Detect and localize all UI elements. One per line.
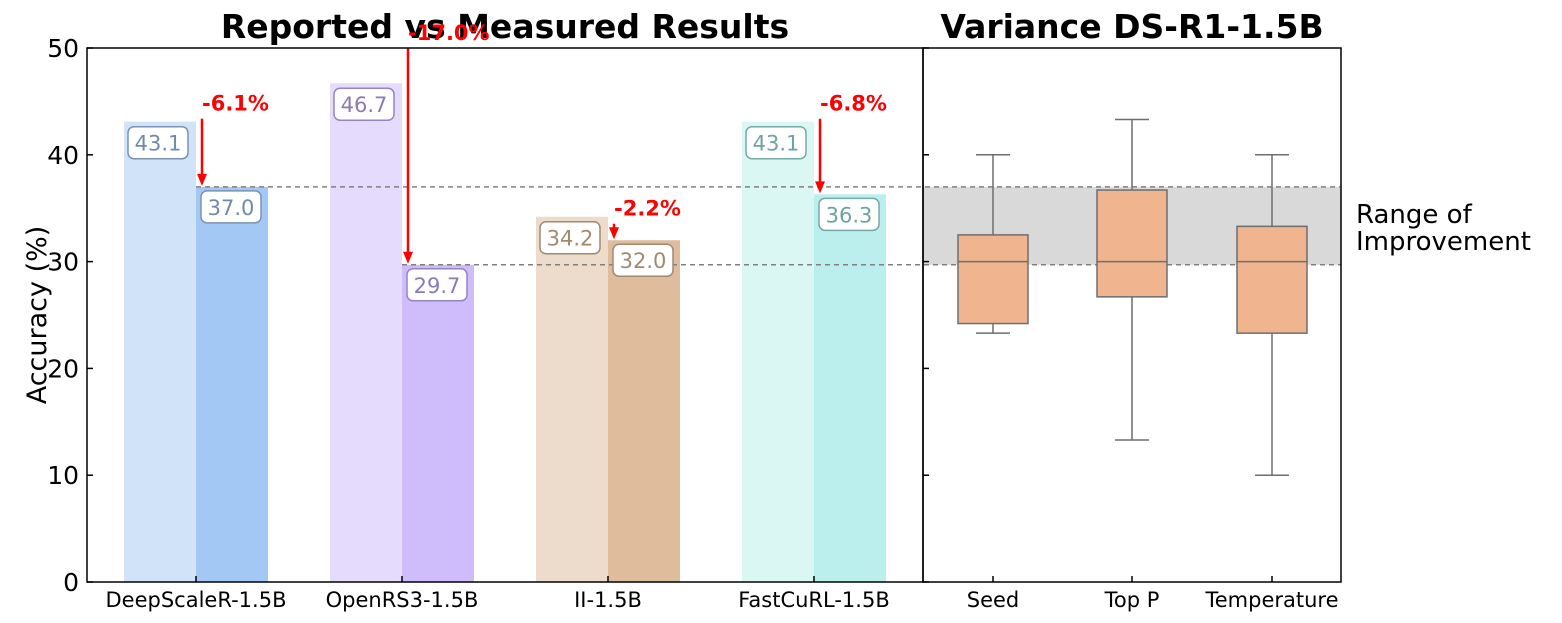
delta-label: -6.8% — [820, 92, 887, 116]
delta-label: -6.1% — [202, 92, 269, 116]
delta-arrow-head — [609, 227, 619, 240]
bar-reported — [330, 83, 402, 582]
box-iqr — [1236, 225, 1308, 334]
value-label-measured: 29.7 — [414, 274, 461, 298]
value-label-reported-box — [745, 125, 807, 160]
y-tick-label: 20 — [47, 354, 79, 383]
bar-measured — [402, 264, 474, 582]
y-tick-label: 30 — [47, 248, 79, 277]
value-label-measured: 36.3 — [826, 203, 873, 227]
value-label-measured-box — [612, 243, 674, 277]
y-tick-label: 50 — [47, 34, 79, 63]
x-tick-label: Temperature — [1204, 588, 1338, 612]
value-label-reported: 34.2 — [547, 227, 594, 251]
delta-label: -17.0% — [408, 21, 490, 45]
value-label-measured-box — [818, 197, 880, 232]
bar-measured — [814, 194, 886, 583]
y-tick-label: 0 — [63, 568, 79, 597]
bar-measured — [608, 240, 680, 583]
delta-label: -2.2% — [614, 197, 681, 221]
x-tick-label: DeepScaleR-1.5B — [106, 588, 287, 612]
bar-reported — [536, 216, 608, 582]
box-iqr — [957, 234, 1029, 325]
value-label-reported: 43.1 — [135, 132, 182, 156]
delta-arrow-head — [815, 181, 825, 194]
box-iqr — [1096, 189, 1168, 298]
band-label-line1: Range of — [1356, 200, 1473, 230]
x-tick-label: II-1.5B — [574, 588, 642, 612]
value-label-measured: 37.0 — [208, 196, 255, 220]
y-tick-label: 40 — [47, 141, 79, 170]
value-label-reported: 43.1 — [753, 132, 800, 156]
value-label-measured-box — [406, 268, 468, 302]
value-label-reported-box — [539, 220, 601, 255]
x-tick-label: Top P — [1104, 588, 1160, 612]
bar-reported — [742, 121, 814, 582]
y-axis-label: Accuracy (%) — [22, 226, 53, 405]
value-label-reported-box — [127, 125, 189, 160]
bar-chart-title: Reported vs Measured Results — [221, 7, 789, 46]
bar-reported — [124, 121, 196, 582]
delta-arrow-head — [197, 173, 207, 186]
delta-arrow-head — [403, 251, 413, 264]
x-tick-label: FastCuRL-1.5B — [738, 588, 889, 612]
value-label-measured-box — [200, 190, 262, 224]
value-label-reported-box — [333, 87, 395, 121]
box-chart-title: Variance DS-R1-1.5B — [940, 7, 1323, 46]
value-label-measured: 32.0 — [620, 249, 667, 273]
y-tick-label: 10 — [47, 461, 79, 490]
bar-measured — [196, 186, 268, 582]
value-label-reported: 46.7 — [341, 93, 388, 117]
band-label-line2: Improvement — [1356, 227, 1531, 257]
x-tick-label: OpenRS3-1.5B — [326, 588, 479, 612]
x-tick-label: Seed — [967, 588, 1020, 612]
